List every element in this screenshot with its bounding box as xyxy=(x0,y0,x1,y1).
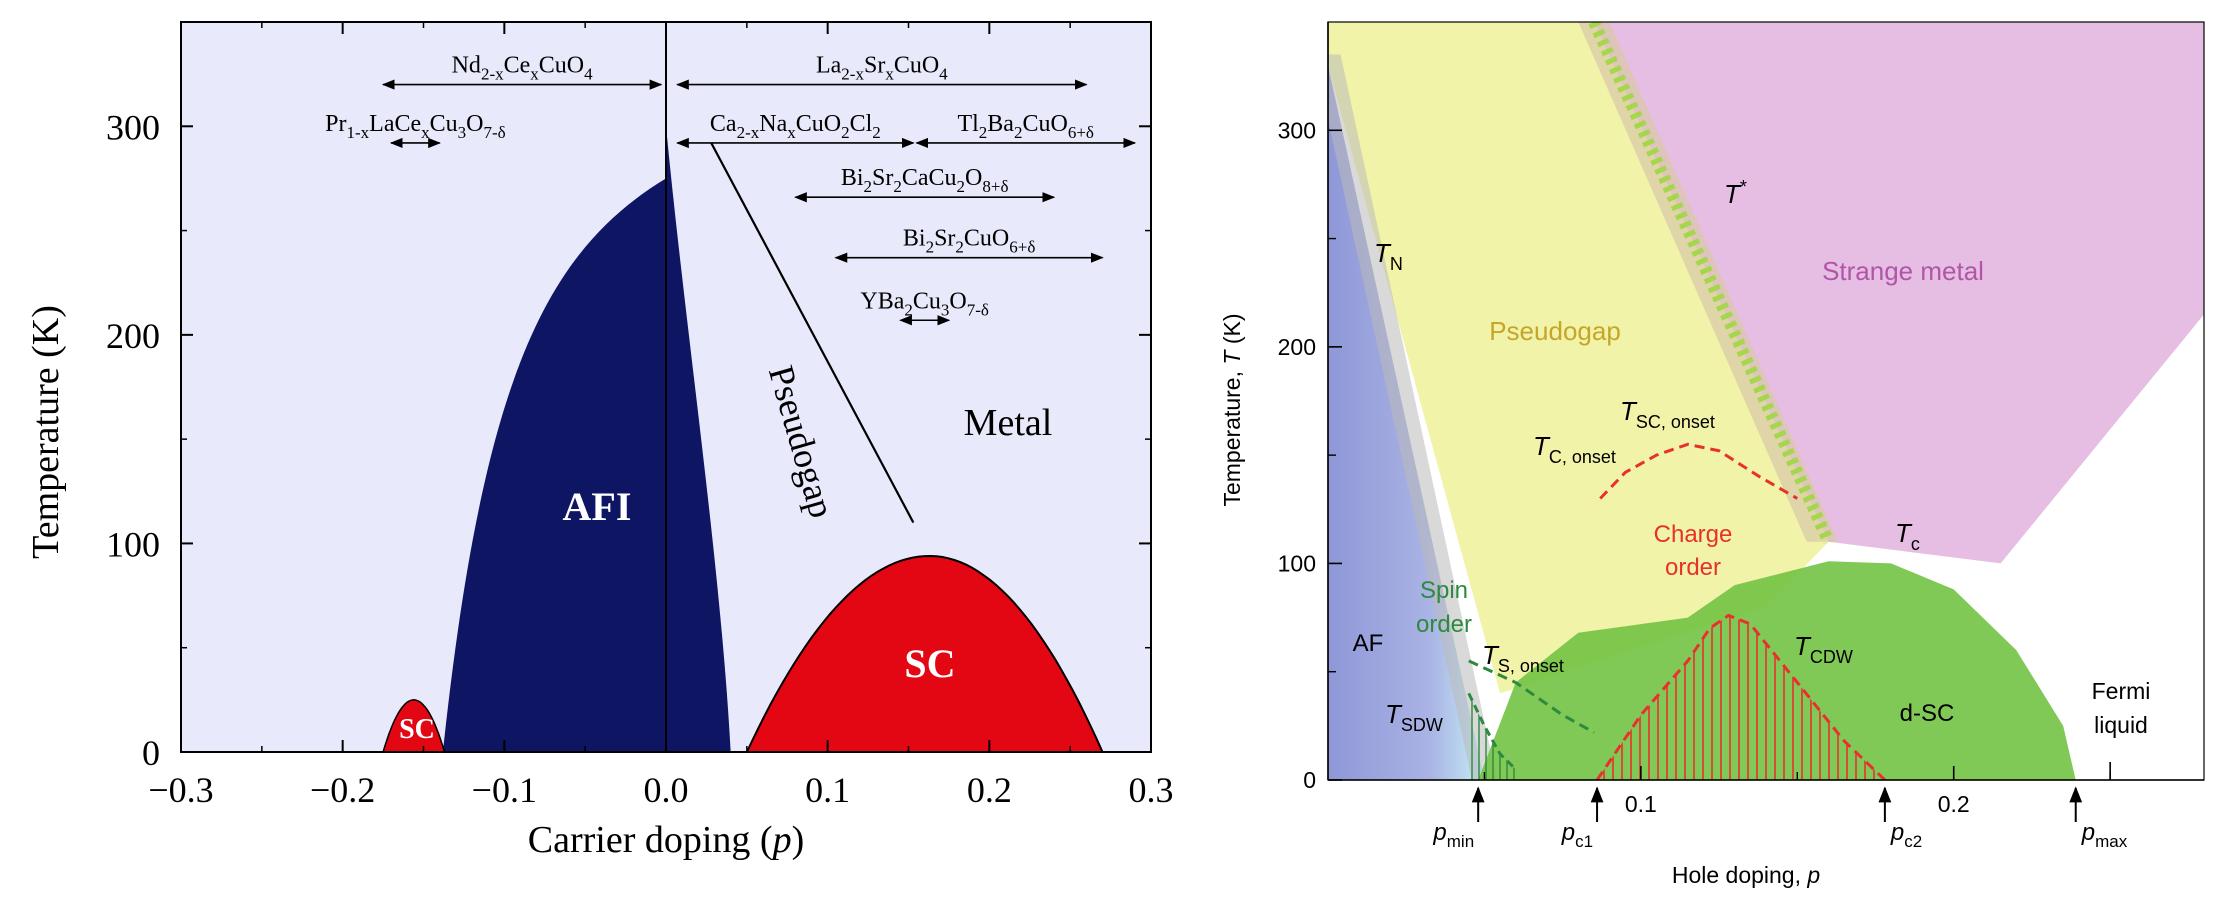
tc-label: Tc xyxy=(1895,518,1920,554)
tc-onset-label: TC, onset xyxy=(1533,431,1616,467)
doping-markers: pmin pc1 pc2 pmax xyxy=(1432,762,2128,851)
right-axis-ticks: 0.1 0.2 0 100 200 300 xyxy=(1278,117,2111,817)
charge-order-label-1: Charge xyxy=(1654,521,1733,548)
right-y-axis-label: Temperature, T (K) xyxy=(1219,313,1245,506)
right-x-tick-label: 0.2 xyxy=(1938,791,1970,817)
compound-label: Ca2-xNaxCuO2Cl2 xyxy=(710,111,881,142)
pseudogap-line xyxy=(710,142,915,524)
left-x-label-close: ) xyxy=(792,819,805,861)
left-phase-diagram: −0.3 −0.2 −0.1 0.0 0.1 0.2 0.3 0 100 200 300 Nd2-x… xyxy=(25,21,1174,861)
spin-order-label-2: order xyxy=(1416,611,1472,638)
af-region xyxy=(1328,65,1485,780)
strange-metal-label: Strange metal xyxy=(1822,256,1984,286)
tcdw-line xyxy=(1595,613,1886,780)
compound-label: Nd2-xCexCuO4 xyxy=(452,53,594,84)
afi-label: AFI xyxy=(563,484,632,529)
right-x-tick-label: 0.1 xyxy=(1625,791,1657,817)
left-x-axis-label: Carrier doping (p) xyxy=(528,819,804,861)
sc-electron-label: SC xyxy=(399,714,435,745)
fermi-liquid-label-2: liquid xyxy=(2094,712,2148,738)
compound-label: Pr1-xLaCexCu3O7-δ xyxy=(325,111,506,142)
left-y-tick-label: 0 xyxy=(142,733,160,773)
sc-electron-dome xyxy=(382,699,446,752)
compound-label: Tl2Ba2CuO6+δ xyxy=(957,111,1093,142)
left-x-tick-label: 0.1 xyxy=(805,770,850,810)
compound-label: La2-xSrxCuO4 xyxy=(816,53,948,84)
right-y-tick-label: 200 xyxy=(1278,334,1316,360)
tn-band xyxy=(1328,54,1497,780)
left-x-label-var: p xyxy=(770,819,792,861)
doping-marker-label: pmax xyxy=(2081,819,2128,851)
ts-onset-label: TS, onset xyxy=(1482,640,1564,676)
tsdw-label: TSDW xyxy=(1385,699,1443,735)
left-y-tick-label: 200 xyxy=(106,316,160,356)
left-y-tick-label: 300 xyxy=(106,107,160,147)
fermi-liquid-label-1: Fermi xyxy=(2092,678,2151,704)
tcdw-label: TCDW xyxy=(1794,631,1853,667)
tsc-onset-label: TSC, onset xyxy=(1620,396,1715,432)
right-y-tick-label: 300 xyxy=(1278,117,1316,143)
af-label: AF xyxy=(1353,630,1384,657)
left-y-axis-label: Temperature (K) xyxy=(25,305,67,559)
sdw-hatched-region xyxy=(1468,693,1516,780)
spin-order-label-1: Spin xyxy=(1420,577,1468,604)
sc-hole-dome xyxy=(745,554,1104,752)
compound-ranges: Nd2-xCexCuO4 Pr1-xLaCexCu3O7-δ La2-xSrxCuO… xyxy=(325,53,1137,326)
tc-onset-line xyxy=(1599,442,1799,500)
tn-label: TN xyxy=(1374,238,1403,274)
compound-label: YBa2Cu3O7-δ xyxy=(860,288,989,319)
right-y-tick-label: 100 xyxy=(1278,550,1316,576)
pseudogap-region xyxy=(1328,22,1829,694)
sc-hole-label: SC xyxy=(904,641,955,686)
doping-marker-label: pc1 xyxy=(1561,819,1593,851)
metal-label: Metal xyxy=(964,402,1053,444)
cdw-hatched-dome xyxy=(1597,615,1885,780)
left-axis-ticks: −0.3 −0.2 −0.1 0.0 0.1 0.2 0.3 0 100 200 300 xyxy=(106,22,1174,810)
dsc-label: d-SC xyxy=(1900,700,1955,727)
ts-onset-line xyxy=(1468,659,1595,734)
doping-marker-label: pc2 xyxy=(1890,819,1922,851)
doping-marker-label: pmin xyxy=(1432,819,1474,851)
tsdw-line xyxy=(1467,692,1517,771)
left-x-tick-label: −0.1 xyxy=(472,770,537,810)
right-phase-diagram: 0.1 0.2 0 100 200 300 pmin pc1 pc2 pmax AF Pseud… xyxy=(1219,21,2205,888)
right-plot-frame xyxy=(1327,21,2205,781)
left-x-tick-label: 0.3 xyxy=(1129,770,1174,810)
left-x-tick-label: 0.2 xyxy=(967,770,1012,810)
left-x-tick-label: 0.0 xyxy=(644,770,689,810)
afi-region xyxy=(442,126,731,752)
left-x-tick-label: −0.3 xyxy=(148,770,213,810)
charge-order-label-2: order xyxy=(1665,554,1721,581)
strange-metal-region xyxy=(1593,22,2204,564)
right-x-axis-label: Hole doping, p xyxy=(1672,862,1821,888)
compound-label: Bi2Sr2CuO6+δ xyxy=(903,226,1035,257)
compound-label: Bi2Sr2CaCu2O8+δ xyxy=(841,165,1009,196)
left-x-label-main: Carrier doping ( xyxy=(528,819,773,861)
left-x-tick-label: −0.2 xyxy=(310,770,375,810)
right-y-tick-label: 0 xyxy=(1303,767,1316,793)
left-y-tick-label: 100 xyxy=(106,524,160,564)
tstar-label: T* xyxy=(1724,177,1747,209)
pseudogap-label-right: Pseudogap xyxy=(1489,316,1621,346)
